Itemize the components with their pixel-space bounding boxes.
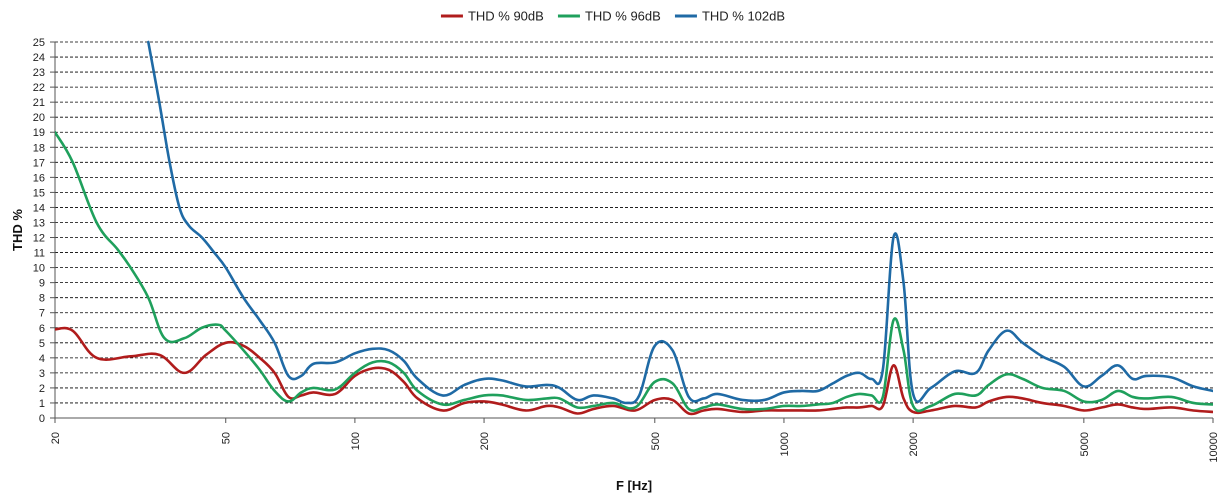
series-line-3	[147, 40, 1213, 405]
y-tick-label: 20	[33, 112, 45, 124]
legend: THD % 90dB THD % 96dB THD % 102dB	[440, 9, 785, 24]
x-tick-label: 200	[479, 432, 491, 450]
x-tick-label: 50	[221, 432, 233, 444]
y-tick-label: 11	[34, 248, 45, 260]
x-tick-label: 2000	[908, 432, 920, 456]
y-tick-label: 8	[39, 293, 45, 305]
y-tick-label: 14	[33, 202, 45, 214]
y-tick-label: 16	[33, 172, 45, 184]
y-tick-label: 24	[33, 52, 45, 64]
legend-item: THD % 96dB	[557, 9, 661, 24]
x-tick-label: 5000	[1079, 432, 1091, 456]
y-tick-label: 10	[33, 263, 45, 275]
series-line-1	[55, 326, 1213, 416]
y-tick-label: 5	[39, 338, 45, 350]
y-tick-label: 6	[39, 323, 45, 335]
series-line-2	[55, 130, 1213, 413]
axis-layer: 0123456789101112131415161718192021222324…	[33, 37, 1220, 463]
y-tick-label: 19	[33, 127, 45, 139]
legend-label: THD % 102dB	[702, 9, 785, 24]
y-tick-label: 22	[33, 82, 45, 94]
x-tick-label: 100	[350, 432, 362, 450]
y-tick-label: 0	[39, 413, 45, 425]
legend-item: THD % 90dB	[440, 9, 544, 24]
y-tick-label: 25	[33, 37, 45, 49]
y-axis-title: THD %	[10, 209, 25, 251]
legend-item: THD % 102dB	[674, 9, 785, 24]
y-tick-label: 4	[39, 353, 45, 365]
y-tick-label: 18	[33, 142, 45, 154]
y-tick-label: 12	[33, 233, 45, 245]
y-tick-label: 15	[33, 187, 45, 199]
x-axis-title: F [Hz]	[616, 478, 652, 493]
y-tick-label: 13	[33, 217, 45, 229]
y-tick-label: 3	[39, 368, 45, 380]
y-tick-label: 1	[39, 398, 45, 410]
x-tick-label: 1000	[779, 432, 791, 456]
y-tick-label: 21	[33, 97, 45, 109]
grid-layer	[55, 41, 1213, 404]
y-tick-label: 23	[33, 67, 45, 79]
y-tick-label: 7	[39, 308, 45, 320]
series-layer	[55, 40, 1213, 416]
y-tick-label: 17	[33, 157, 45, 169]
x-tick-label: 20	[50, 432, 62, 444]
x-tick-label: 500	[650, 432, 662, 450]
x-tick-label: 10000	[1208, 432, 1220, 463]
legend-label: THD % 90dB	[468, 9, 544, 24]
legend-label: THD % 96dB	[585, 9, 661, 24]
y-tick-label: 9	[39, 278, 45, 290]
y-tick-label: 2	[39, 383, 45, 395]
